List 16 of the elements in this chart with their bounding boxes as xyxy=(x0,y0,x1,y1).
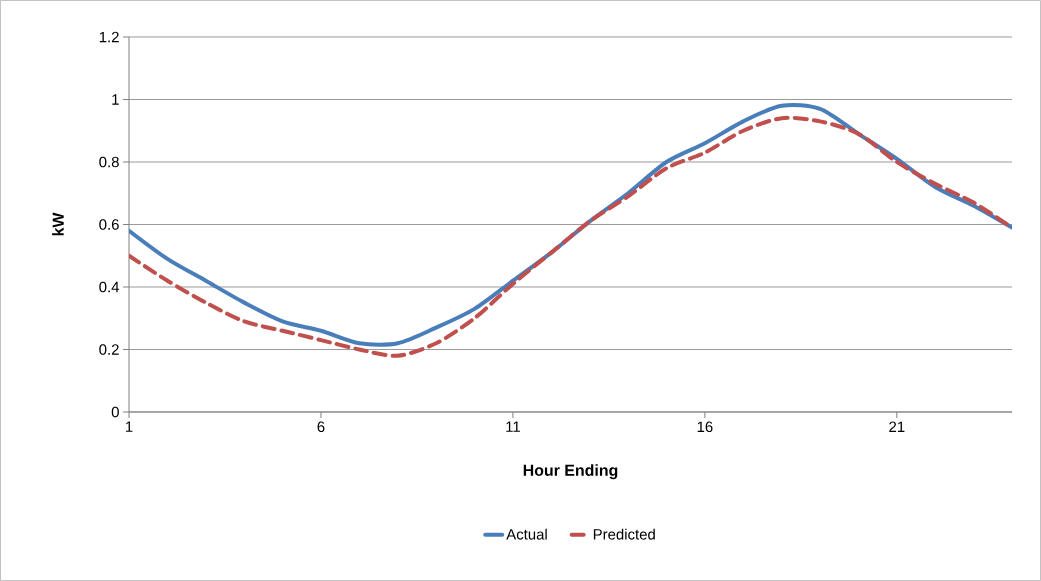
y-tick-label: 0 xyxy=(111,406,119,418)
x-tick-label: 11 xyxy=(506,421,520,432)
x-tick-label: 16 xyxy=(697,421,713,433)
x-tick-label: 1 xyxy=(125,421,133,432)
y-tick-label: 0.4 xyxy=(99,281,120,293)
x-axis-title: Hour Ending xyxy=(523,464,618,480)
y-tick-label: 0.6 xyxy=(99,219,119,230)
y-tick-label: 1.2 xyxy=(99,31,119,43)
legend-label: Predicted xyxy=(593,528,655,540)
x-tick-label: 6 xyxy=(317,421,325,433)
y-tick-label: 0.8 xyxy=(99,156,119,168)
x-tick-label: 21 xyxy=(889,421,905,432)
y-tick-label: 0.2 xyxy=(99,344,119,355)
y-tick-label: 1 xyxy=(112,94,119,105)
y-axis-title: kW xyxy=(52,212,64,236)
legend-label: Actual xyxy=(506,528,547,540)
